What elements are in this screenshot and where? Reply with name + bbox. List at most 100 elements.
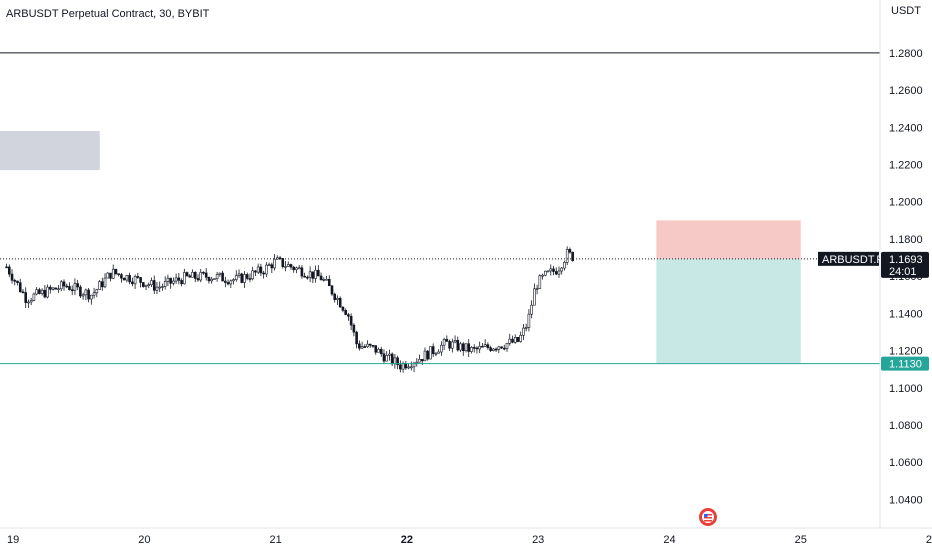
candle-body [131,281,134,285]
candle-body [560,267,564,272]
candle-body [13,280,17,282]
candle-body [136,276,140,278]
candle-body [311,271,315,279]
candle-body [426,350,430,360]
candle-body [114,268,118,275]
flag-icon[interactable] [699,508,717,526]
candle-body [554,271,558,275]
candle-body [330,285,334,295]
candle-body [270,264,274,269]
position-target-zone[interactable] [656,258,801,364]
candle-body [161,286,164,288]
candle-body [483,344,487,347]
candle-body [95,289,99,294]
candle-body [418,359,421,363]
gray-highlight-box[interactable] [0,131,100,171]
candle-body [522,327,525,336]
candle-body [188,275,192,278]
candle-body [475,347,479,350]
candle-body [204,272,208,278]
candle-body [445,339,449,342]
candle-body [125,275,129,281]
candle-body [325,278,328,281]
candle-body [358,343,361,349]
candle-body [218,272,222,275]
time-tick-label: 22 [401,534,413,546]
candle-body [308,271,312,278]
candle-body [120,274,123,279]
candle-body [16,280,19,283]
candle-body [363,346,367,348]
candle-body [530,304,533,315]
chart-title: ARBUSDT Perpetual Contract, 30, BYBIT [6,8,210,20]
candle-body [32,293,36,301]
candle-body [333,293,337,301]
candle-body [292,266,296,271]
candle-body [243,274,246,283]
candle-body [174,277,178,282]
candle-body [202,271,205,274]
position-stop-zone[interactable] [656,220,801,259]
candle-body [51,287,55,290]
candle-body [122,277,126,281]
candle-body [399,364,402,370]
candle-body [49,286,52,290]
candle-body [169,277,172,284]
candle-body [207,277,211,282]
candle-body [224,280,227,283]
candle-body [106,272,110,279]
candle-body [390,353,394,365]
candle-body [24,292,28,303]
time-tick-label: 19 [7,534,19,546]
candle-body [229,280,233,285]
candle-body [535,288,539,290]
candle-body [440,344,443,353]
candle-body [152,280,156,291]
candle-body [295,267,298,271]
candle-body [281,258,285,267]
candle-body [489,347,492,351]
candle-body [571,251,574,261]
candle-body [237,273,241,276]
candle-body [448,341,451,349]
candle-body [374,345,378,353]
price-tick-label: 1.2800 [889,48,923,60]
candle-body [199,271,203,281]
candle-body [21,291,25,294]
candle-body [84,289,88,296]
candle-body [213,278,216,280]
candle-body [40,289,44,294]
candle-body [568,249,572,253]
candle-body [150,280,153,285]
time-tick-label: 23 [532,534,544,546]
candle-body [284,266,287,268]
candle-body [193,271,197,279]
time-axis[interactable]: 19 20 21 22 23 24 25 26 [7,534,932,546]
candle-body [100,281,104,288]
candle-body [191,271,194,278]
candle-body [429,346,432,360]
candle-body [10,273,14,281]
candle-body [434,352,438,355]
horizontal-lines-layer [0,52,880,365]
time-tick-label: 20 [138,534,150,546]
candle-body [215,274,219,279]
candle-body [81,294,85,297]
price-tick-label: 1.1400 [889,308,923,320]
candle-body [467,343,471,352]
candle-body [62,281,66,287]
candle-body [388,353,391,356]
candle-body [57,288,60,291]
candle-body [349,315,353,326]
candle-body [385,355,388,362]
candle-body [254,270,257,273]
candle-body [442,339,446,346]
candle-body [557,270,561,275]
candle-body [344,310,347,315]
candle-body [368,343,372,346]
candle-body [54,287,58,290]
candle-body [38,289,41,294]
candle-body [322,279,326,281]
candle-body [18,282,22,293]
